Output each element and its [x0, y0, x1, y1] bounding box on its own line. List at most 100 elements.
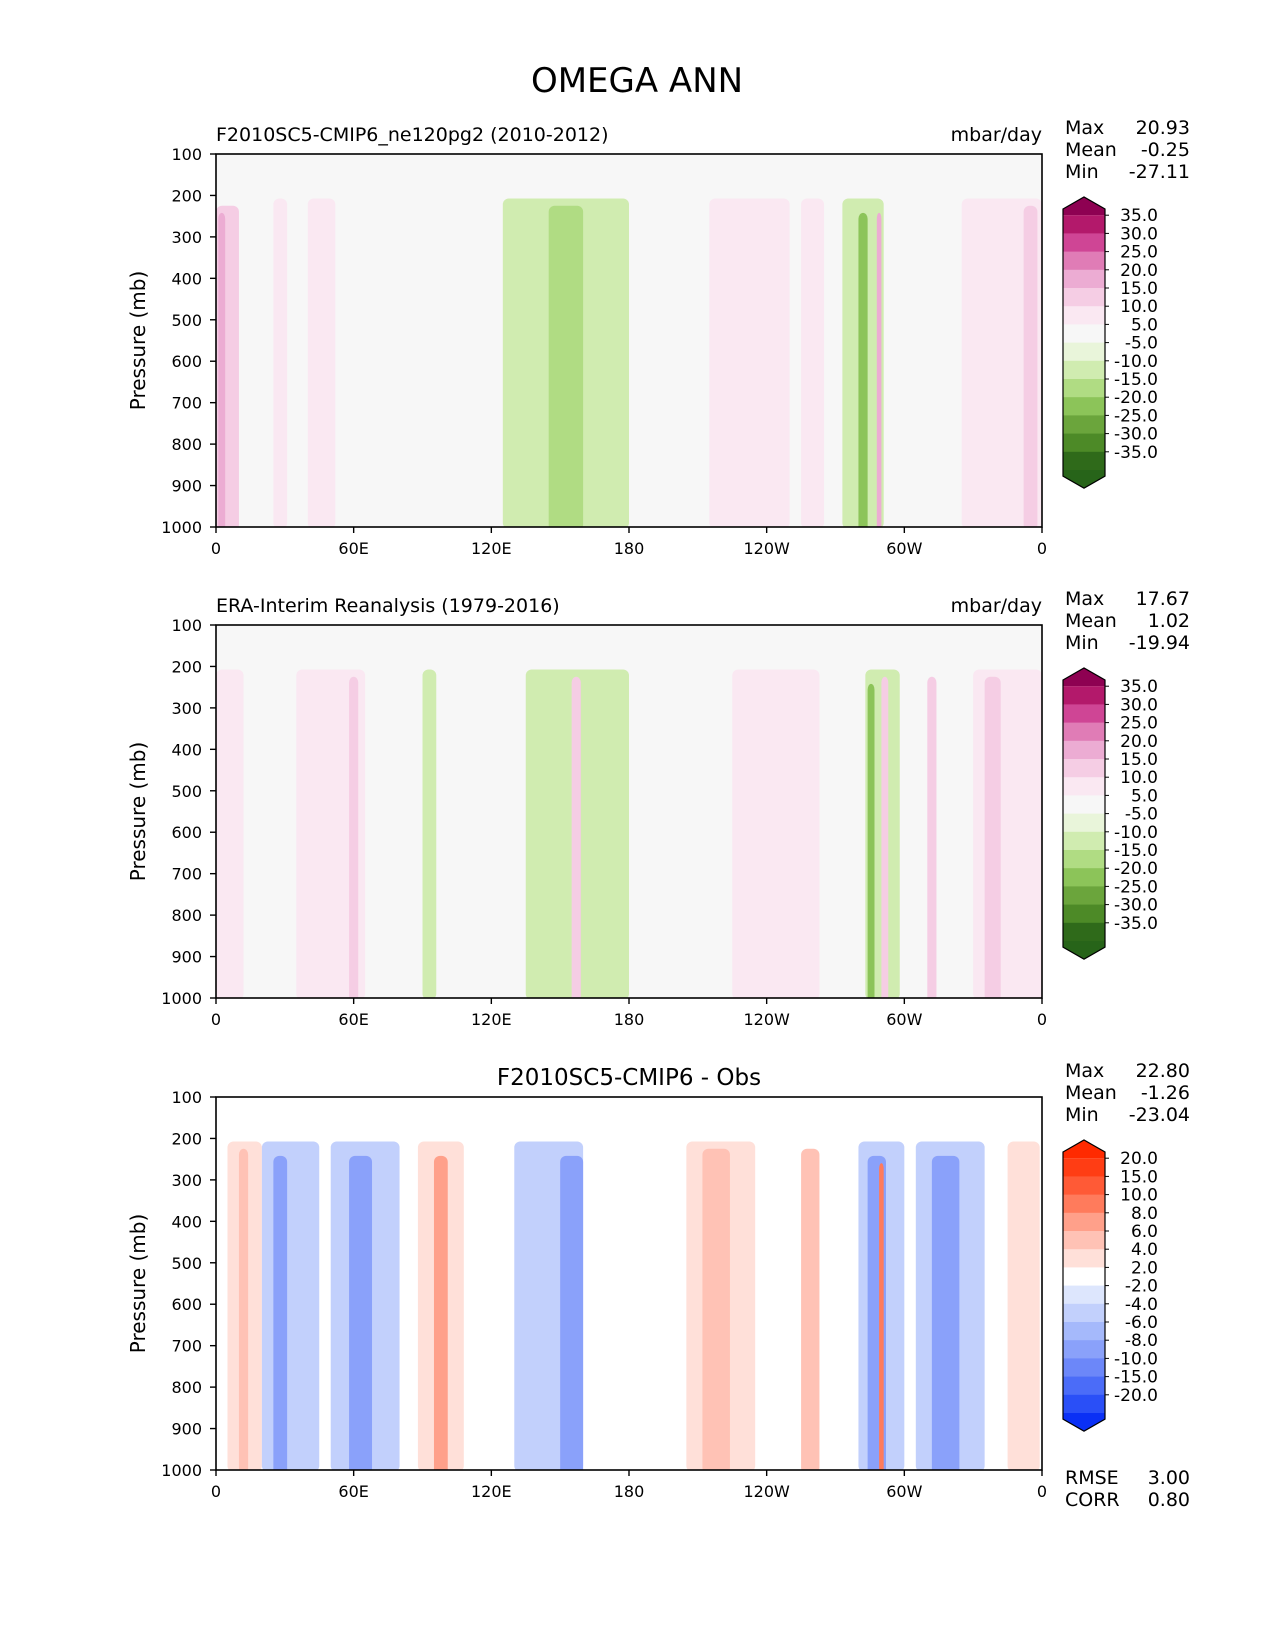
x-tick-label: 0: [211, 1482, 221, 1501]
y-tick-label: 100: [171, 145, 202, 164]
panel-1: 100 200 300 400 500 600 700 800 900 1000 0 60E 120E 1…: [126, 117, 1190, 558]
y-tick-label: 500: [171, 1254, 202, 1273]
colorbar-band: [1063, 868, 1105, 887]
units-label: mbar/day: [951, 595, 1042, 617]
colorbar-band: [1063, 233, 1105, 253]
colorbar-tick-label: 35.0: [1120, 206, 1158, 226]
x-tick-label: 180: [614, 1010, 645, 1029]
colorbar-tick-label: 20.0: [1120, 732, 1158, 752]
corr-label: CORR: [1065, 1489, 1120, 1511]
colorbar-band: [1063, 1340, 1105, 1359]
stat-label: Max: [1065, 1060, 1104, 1082]
contour-region: [349, 676, 359, 998]
colorbar-tick-label: 25.0: [1120, 243, 1158, 263]
colorbar-tick-label: -20.0: [1114, 1386, 1158, 1406]
stat-label: Mean: [1065, 1082, 1117, 1104]
y-tick-label: 700: [171, 1337, 202, 1356]
y-tick-label: 500: [171, 782, 202, 801]
stat-value: -1.26: [1141, 1082, 1190, 1104]
stat-label: Min: [1065, 1104, 1099, 1126]
contour-region: [216, 669, 244, 998]
colorbar-tick-label: 30.0: [1120, 695, 1158, 715]
stat-value: 1.02: [1148, 610, 1190, 632]
colorbar-band: [1063, 379, 1105, 398]
stat-label: Min: [1065, 632, 1099, 654]
colorbar-band: [1063, 1394, 1105, 1414]
colorbar-tick-label: 35.0: [1120, 677, 1158, 697]
contour-region: [261, 1141, 320, 1470]
colorbar-tick-label: -35.0: [1114, 914, 1158, 934]
stat-label: Mean: [1065, 610, 1117, 632]
colorbar: 35.030.025.020.015.010.05.0-5.0-10.0-15.…: [1062, 667, 1158, 960]
colorbar-tick-label: -20.0: [1114, 388, 1158, 408]
contour-region: [879, 1163, 884, 1470]
y-axis-label: Pressure (mb): [126, 271, 150, 411]
colorbar-tick-label: 15.0: [1120, 279, 1158, 299]
colorbar-tick-label: -10.0: [1114, 823, 1158, 843]
colorbar-band: [1063, 324, 1105, 344]
colorbar-tick-label: 5.0: [1131, 315, 1158, 335]
y-tick-label: 800: [171, 435, 202, 454]
y-tick-label: 200: [171, 186, 202, 205]
y-tick-label: 400: [171, 740, 202, 759]
stat-label: Min: [1065, 161, 1099, 183]
colorbar-band: [1063, 722, 1105, 742]
y-tick-label: 700: [171, 394, 202, 413]
colorbar-band: [1063, 759, 1105, 778]
colorbar-tick-label: -10.0: [1114, 352, 1158, 372]
colorbar-band: [1063, 704, 1105, 724]
y-axis-label: Pressure (mb): [126, 1214, 150, 1354]
y-tick-label: 200: [171, 657, 202, 676]
contour-region: [709, 198, 790, 527]
x-tick-label: 120W: [743, 1010, 790, 1029]
contour-region: [1023, 205, 1038, 527]
contour-region: [273, 198, 288, 527]
x-tick-label: 120E: [471, 1482, 512, 1501]
colorbar-tick-label: -8.0: [1125, 1331, 1158, 1351]
colorbar-tick-label: -30.0: [1114, 896, 1158, 916]
x-tick-label: 60E: [338, 539, 368, 558]
colorbar-band: [1063, 342, 1105, 362]
stat-value: 20.93: [1136, 117, 1190, 139]
contour-region: [931, 1155, 960, 1470]
colorbar-tick-label: 10.0: [1120, 297, 1158, 317]
colorbar: 20.015.010.08.06.04.02.0-2.0-4.0-6.0-8.0…: [1062, 1139, 1158, 1432]
colorbar-extend-max: [1063, 197, 1105, 216]
contour-region: [984, 676, 1001, 998]
colorbar-tick-label: 15.0: [1120, 1167, 1158, 1187]
y-tick-label: 300: [171, 1171, 202, 1190]
colorbar-band: [1063, 1322, 1105, 1341]
colorbar-band: [1063, 886, 1105, 906]
x-tick-label: 60E: [338, 1482, 368, 1501]
colorbar-band: [1063, 288, 1105, 307]
stat-value: 17.67: [1136, 588, 1190, 610]
colorbar-band: [1063, 215, 1105, 234]
contour-region: [571, 676, 581, 998]
colorbar-tick-label: -20.0: [1114, 859, 1158, 879]
colorbar-band: [1063, 1158, 1105, 1177]
contour-region: [801, 1148, 820, 1470]
colorbar-tick-label: 10.0: [1120, 768, 1158, 788]
contour-region: [273, 1155, 288, 1470]
stat-label: Mean: [1065, 139, 1117, 161]
colorbar-band: [1063, 777, 1105, 796]
colorbar-band: [1063, 1303, 1105, 1323]
y-tick-label: 900: [171, 948, 202, 967]
y-tick-label: 800: [171, 906, 202, 925]
contour-region: [238, 1148, 249, 1470]
figure-title: OMEGA ANN: [531, 61, 743, 101]
colorbar-band: [1063, 904, 1105, 924]
colorbar-tick-label: -4.0: [1125, 1295, 1158, 1315]
contour-region: [218, 212, 226, 527]
y-tick-label: 900: [171, 477, 202, 496]
colorbar-tick-label: -35.0: [1114, 443, 1158, 463]
panel-2: 100 200 300 400 500 600 700 800 900 1000 0 60E 120E 1…: [126, 588, 1190, 1029]
y-tick-label: 700: [171, 865, 202, 884]
colorbar-outline: [1062, 667, 1106, 960]
y-tick-label: 100: [171, 1088, 202, 1107]
colorbar-tick-label: 20.0: [1120, 261, 1158, 281]
y-tick-label: 800: [171, 1378, 202, 1397]
colorbar-extend-min: [1063, 1413, 1105, 1432]
y-tick-label: 400: [171, 269, 202, 288]
contour-region: [876, 212, 882, 527]
